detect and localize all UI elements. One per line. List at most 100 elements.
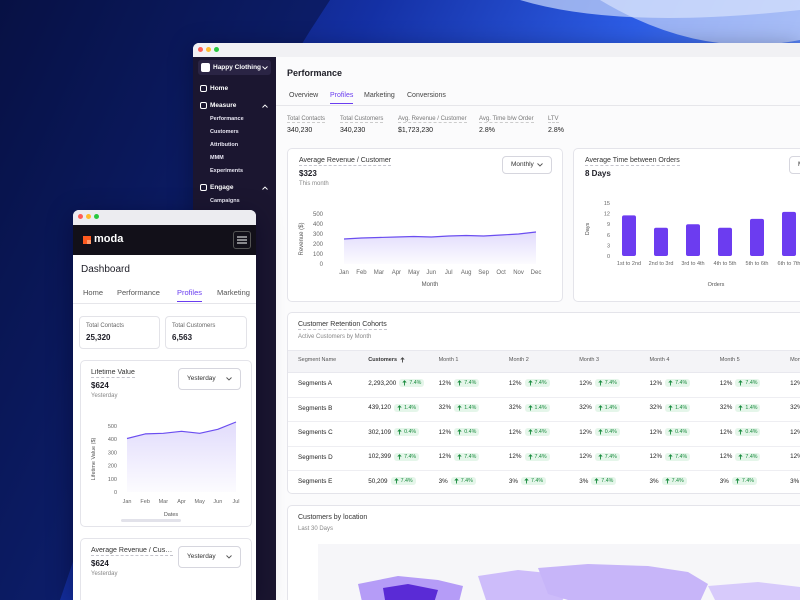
arrow-up-icon: [402, 380, 407, 386]
arrow-path: [598, 404, 603, 410]
chevron-up: [262, 186, 268, 190]
dropdown-label: Yesterday: [187, 375, 216, 382]
nav-subitem[interactable]: Customers: [210, 129, 239, 135]
window-dot: [86, 214, 91, 219]
column-header[interactable]: Customers: [368, 357, 405, 363]
x-tick-label: 4th to 5th: [713, 261, 737, 267]
bar: [622, 215, 636, 256]
tab[interactable]: Marketing: [364, 92, 395, 99]
nav-subitem[interactable]: Attribution: [210, 142, 239, 148]
nav-subitem[interactable]: MMM: [210, 155, 224, 161]
retention-value: 12%: [719, 428, 733, 436]
menu-button[interactable]: [233, 231, 251, 249]
x-tick-label: Mar: [374, 270, 384, 276]
map-region: [383, 584, 438, 600]
card-subtitle: Active Customers by Month: [298, 334, 372, 340]
arrow-up-icon: [397, 404, 402, 410]
x-tick-label: 1st to 2nd: [616, 261, 642, 267]
chip-value: 7.4%: [464, 380, 477, 386]
nav-subitem[interactable]: Campaigns: [210, 198, 240, 204]
month-cell: 12% 7.4%: [650, 379, 691, 387]
month-cell: 12%0.4%: [790, 428, 800, 436]
chip-value: 7.4%: [675, 380, 688, 386]
retention-value: 12%: [579, 428, 592, 436]
tab[interactable]: Marketing: [217, 288, 250, 297]
chevron-path: [226, 377, 232, 381]
tab[interactable]: Home: [83, 288, 104, 297]
wave: [600, 0, 800, 45]
arrow-path: [400, 357, 405, 363]
nav-item[interactable]: Engage: [198, 183, 271, 193]
chip-value: 7.4%: [604, 380, 617, 386]
chevron-path: [262, 186, 268, 190]
title-bar: [193, 43, 800, 57]
chip-value: 7.4%: [404, 453, 417, 460]
window-dot: [94, 214, 99, 219]
workspace-switcher[interactable]: Happy Clothing: [198, 60, 271, 75]
arrow-up-icon: [598, 380, 603, 386]
x-tick-label: Jun: [213, 499, 222, 505]
column-title: Month 3: [579, 357, 600, 363]
dropdown[interactable]: Yesterday: [178, 368, 241, 390]
x-tick-label: Apr: [177, 499, 186, 505]
dropdown-label: Monthly: [798, 161, 800, 168]
stat-value: 25,320: [86, 333, 111, 342]
arrow-up-icon: [397, 453, 402, 459]
x-tick-label: Dec: [531, 270, 542, 276]
card-value: $323: [299, 169, 317, 178]
customers-cell: 2,293,200 7.4%: [368, 379, 425, 387]
change-chip: 7.4%: [731, 477, 757, 485]
arrow-path: [527, 453, 533, 459]
arrow-path: [594, 478, 599, 484]
y-tick-label: 12: [604, 212, 610, 218]
chip-value: 0.4%: [404, 429, 417, 435]
nav-subitem[interactable]: Experiments: [210, 168, 244, 174]
stat-value: 340,230: [340, 127, 366, 134]
customers-value: 302,109: [368, 428, 392, 436]
stat-value: $1,723,230: [398, 127, 434, 134]
revenue-card: Average Revenue / Customer $624 Yesterday Y…: [80, 538, 252, 600]
chip-value: 0.4%: [675, 429, 688, 435]
row-divider: [288, 445, 800, 447]
dropdown[interactable]: Monthly: [502, 156, 552, 174]
column-title: Month 6: [790, 357, 800, 363]
nav-subitem[interactable]: Performance: [210, 116, 244, 122]
month-cell: 3% 7.4%: [509, 477, 547, 485]
chip-value: 7.4%: [400, 478, 413, 484]
retention-value: 32%: [579, 404, 592, 411]
arrow-path: [397, 429, 402, 435]
dropdown[interactable]: Monthly: [789, 156, 800, 174]
x-tick-label: Oct: [496, 270, 506, 276]
arrow-path: [527, 404, 533, 410]
tab[interactable]: Performance: [117, 288, 160, 297]
column-header: Month 4: [650, 357, 670, 363]
dropdown[interactable]: Yesterday: [178, 546, 241, 568]
arrow-up-icon: [457, 453, 462, 459]
arrow-up-icon: [527, 380, 533, 386]
nav-item[interactable]: Measure: [198, 101, 271, 111]
chip-value: 7.4%: [534, 380, 547, 386]
arrow-up-icon: [527, 404, 533, 410]
retention-value: 32%: [790, 404, 800, 411]
nav-item[interactable]: Home: [198, 84, 271, 94]
bar: [782, 211, 796, 256]
tab[interactable]: Conversions: [407, 92, 446, 99]
tab[interactable]: Overview: [289, 92, 319, 99]
month-cell: 32% 1.4%: [579, 403, 620, 412]
tab[interactable]: Profiles: [330, 92, 354, 104]
chip-value: 0.4%: [604, 429, 617, 435]
arrow-path: [668, 380, 673, 386]
arrow-up-icon: [524, 478, 529, 484]
bar: [686, 224, 700, 256]
column-header: Month 1: [439, 357, 459, 363]
customers-cell: 439,120 1.4%: [368, 403, 420, 412]
tab[interactable]: Profiles: [177, 288, 203, 302]
ltv-card: Lifetime Value $624 Yesterday Yesterday 0 100…: [80, 360, 252, 527]
line: [126, 421, 237, 440]
arrow-path: [738, 404, 743, 410]
arrow-path: [457, 404, 462, 410]
x-tick-label: Jan: [123, 499, 132, 505]
column-title: Month 5: [719, 357, 740, 363]
arrow-up-icon: [594, 478, 599, 484]
